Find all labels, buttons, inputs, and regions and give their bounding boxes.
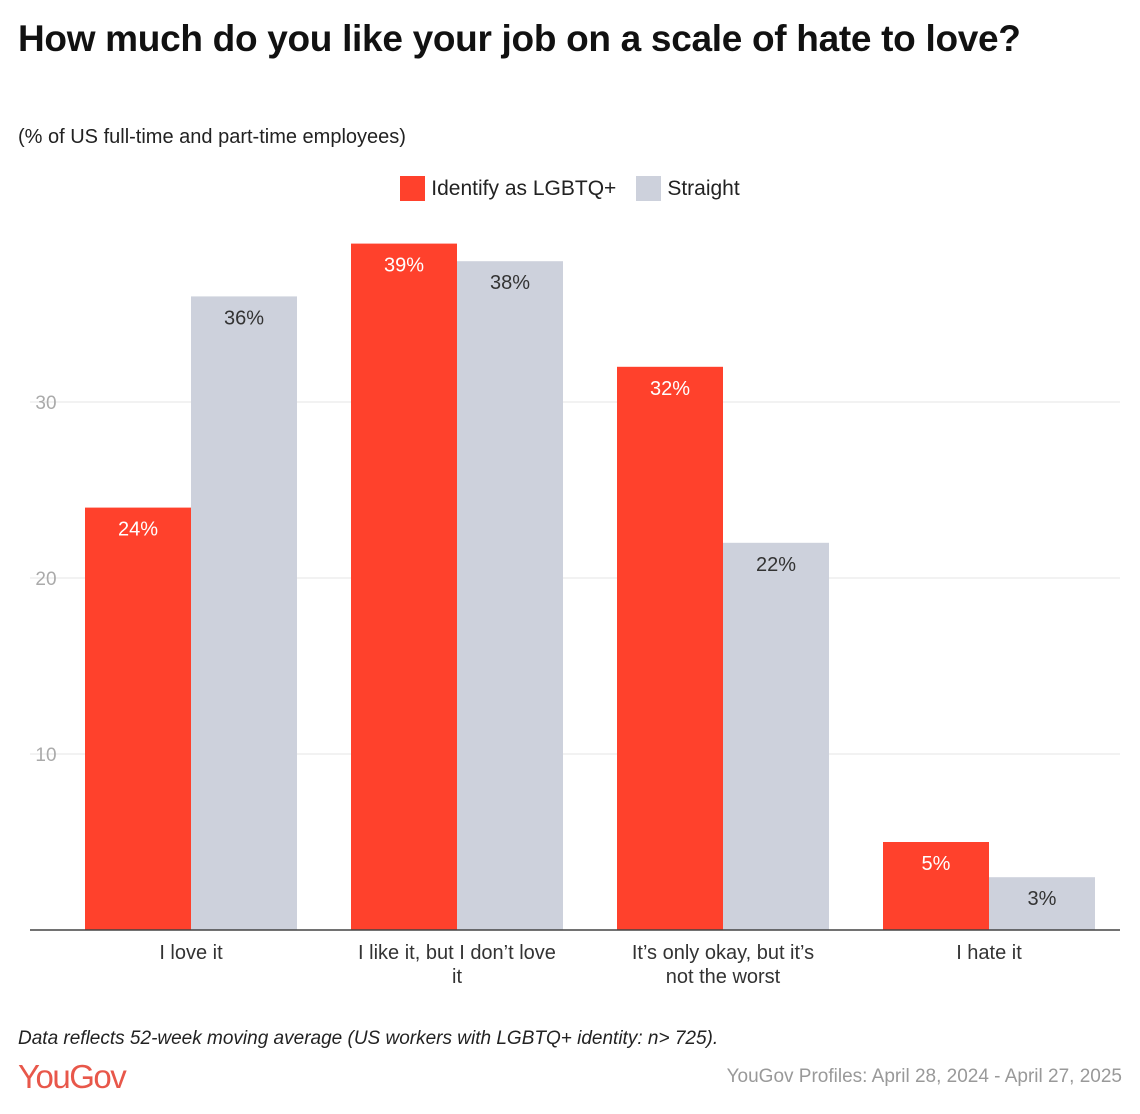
source: YouGov Profiles: April 28, 2024 - April … [726, 1066, 1122, 1087]
y-tick-label: 30 [35, 393, 56, 414]
chart-title: How much do you like your job on a scale… [18, 18, 1021, 59]
bar-straight [989, 877, 1095, 930]
legend-label-lgbtq: Identify as LGBTQ+ [431, 176, 617, 200]
legend-item-lgbtq: Identify as LGBTQ+ [400, 176, 616, 201]
legend-swatch-lgbtq [400, 176, 426, 201]
legend-label-straight: Straight [667, 176, 740, 200]
legend: Identify as LGBTQ+ Straight [0, 176, 1140, 201]
y-tick-label: 20 [35, 569, 56, 590]
data-label: 22% [756, 554, 796, 576]
y-tick-label: 10 [35, 745, 56, 766]
data-label: 36% [224, 307, 264, 329]
bar-straight [723, 542, 829, 930]
yougov-logo: YouGov [18, 1058, 127, 1095]
bar-straight [457, 261, 563, 930]
x-tick-label: I like it, but I don’t love [358, 942, 556, 964]
bar-straight [191, 296, 297, 930]
x-tick-label: it [452, 966, 462, 988]
data-label: 5% [922, 853, 951, 875]
data-label: 39% [384, 255, 424, 277]
data-label: 24% [118, 519, 158, 541]
data-label: 3% [1028, 888, 1057, 910]
legend-item-straight: Straight [636, 176, 740, 201]
x-tick-label: I hate it [956, 942, 1022, 964]
x-tick-label: It’s only okay, but it’s [632, 942, 814, 964]
x-tick-label: I love it [159, 942, 223, 964]
bar-chart: 10 20 30 24% 36% I love it 39% 38% I like it, bu… [30, 243, 1120, 988]
footnote: Data reflects 52-week moving average (US… [18, 1028, 719, 1049]
data-label: 32% [650, 378, 690, 400]
legend-swatch-straight [636, 176, 662, 201]
bar-lgbtq [617, 366, 723, 930]
bar-lgbtq [85, 507, 191, 930]
bar-lgbtq [351, 243, 457, 931]
bar-lgbtq [883, 842, 989, 930]
chart-subtitle: (% of US full-time and part-time employe… [18, 126, 406, 148]
x-tick-label: not the worst [666, 966, 781, 988]
data-label: 38% [490, 272, 530, 294]
